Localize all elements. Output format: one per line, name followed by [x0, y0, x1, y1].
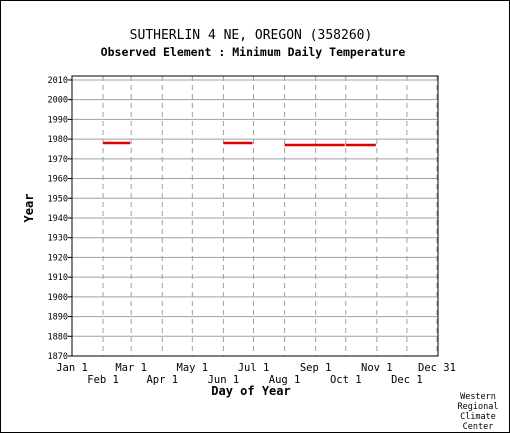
- credit-line-3: Climate: [460, 412, 496, 422]
- y-tick-label-1870: 1870: [48, 352, 68, 362]
- x-tick-label-aug-1: Aug 1: [269, 374, 301, 386]
- credit-line-4: Center: [463, 422, 494, 432]
- y-tick-label-1890: 1890: [48, 313, 68, 323]
- x-tick-label-dec-31: Dec 31: [418, 362, 456, 374]
- y-tick-label-1960: 1960: [48, 175, 68, 185]
- credit-line-2: Regional: [458, 402, 499, 412]
- x-tick-label-may-1: May 1: [177, 362, 209, 374]
- y-tick-labels: 1870 1880 1890 1900 1910 1920 1930 1940 1950 1960…: [48, 76, 68, 362]
- chart-title: SUTHERLIN 4 NE, OREGON (358260): [130, 28, 373, 43]
- x-tick-label-jan-1: Jan 1: [56, 362, 88, 374]
- y-tick-label-1880: 1880: [48, 332, 68, 342]
- data-segments: [103, 141, 376, 147]
- x-tick-label-nov-1: Nov 1: [361, 362, 393, 374]
- x-tick-label-jun-1: Jun 1: [208, 374, 240, 386]
- x-tick-label-apr-1: Apr 1: [146, 374, 178, 386]
- y-tick-label-1910: 1910: [48, 273, 68, 283]
- y-axis-label: Year: [22, 194, 36, 223]
- y-tick-label-2010: 2010: [48, 76, 68, 86]
- y-tick-label-1920: 1920: [48, 253, 68, 263]
- x-tick-label-dec-1: Dec 1: [391, 374, 423, 386]
- y-tick-label-2000: 2000: [48, 96, 68, 106]
- x-axis-label: Day of Year: [211, 384, 290, 398]
- y-tick-label-1990: 1990: [48, 115, 68, 125]
- y-tick-label-1970: 1970: [48, 155, 68, 165]
- x-tick-label-oct-1: Oct 1: [330, 374, 362, 386]
- y-tick-label-1980: 1980: [48, 135, 68, 145]
- y-tick-label-1900: 1900: [48, 293, 68, 303]
- chart-subtitle: Observed Element : Minimum Daily Tempera…: [101, 45, 406, 59]
- x-tick-labels: Jan 1 Mar 1 May 1 Jul 1 Sep 1 Nov 1 Dec 31 Feb …: [56, 362, 456, 386]
- x-tick-label-sep-1: Sep 1: [300, 362, 332, 374]
- credit-line-1: Western: [460, 392, 496, 402]
- x-tick-label-jul-1: Jul 1: [238, 362, 270, 374]
- y-tick-label-1940: 1940: [48, 214, 68, 224]
- x-tick-label-feb-1: Feb 1: [87, 374, 119, 386]
- y-tick-label-1950: 1950: [48, 194, 68, 204]
- plot-border: [71, 75, 439, 357]
- y-tick-label-1930: 1930: [48, 234, 68, 244]
- grid-layer: [68, 76, 438, 357]
- x-tick-label-mar-1: Mar 1: [115, 362, 147, 374]
